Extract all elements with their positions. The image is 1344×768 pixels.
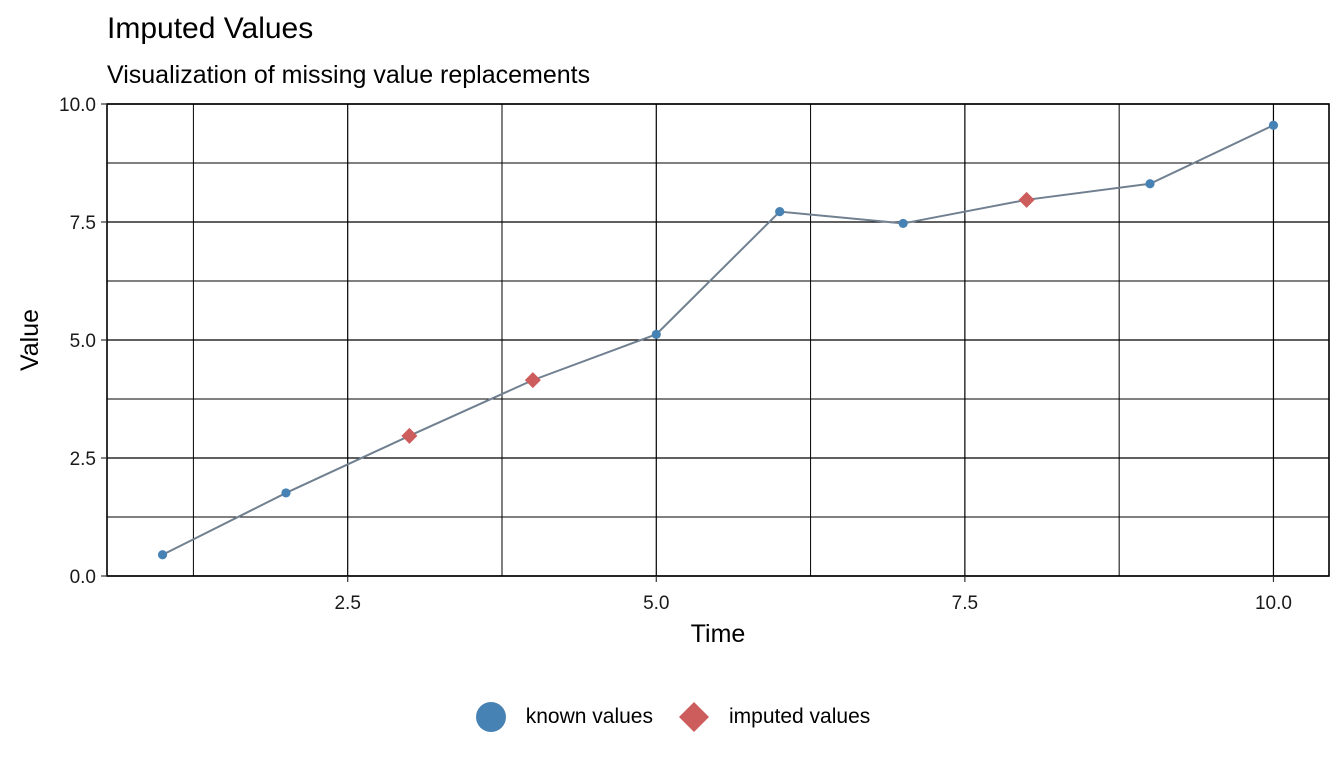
x-tick-label: 10.0	[1255, 593, 1292, 614]
series-line-path	[162, 124, 1274, 556]
y-tick-label: 10.0	[59, 95, 96, 116]
y-tick-label: 2.5	[70, 449, 96, 470]
y-axis-ticks: 0.0 2.5 5.0 7.5 10.0	[59, 95, 107, 588]
x-axis-title: Time	[691, 620, 746, 648]
known-value-point	[775, 207, 785, 217]
legend: known values imputed values	[0, 698, 1344, 736]
chart-subtitle: Visualization of missing value replaceme…	[107, 61, 591, 89]
diamond-marker-icon	[677, 700, 711, 734]
chart-title: Imputed Values	[107, 12, 314, 45]
imputed-value-point	[401, 427, 418, 444]
legend-item-known[interactable]: known values	[474, 700, 653, 734]
legend-label-imputed: imputed values	[729, 705, 871, 728]
y-tick-label: 7.5	[70, 213, 96, 234]
legend-label-known: known values	[525, 705, 653, 728]
x-axis-ticks: 2.5 5.0 7.5 10.0	[334, 576, 1292, 614]
data-points	[157, 120, 1279, 560]
imputed-value-point	[524, 372, 541, 389]
circle-marker-icon	[474, 700, 508, 734]
y-tick-label: 0.0	[70, 567, 96, 588]
known-value-point	[898, 218, 908, 229]
x-tick-label: 5.0	[643, 593, 669, 614]
series-line	[162, 124, 1274, 556]
y-axis-title: Value	[16, 309, 44, 371]
known-value-point	[157, 550, 168, 560]
x-tick-label: 7.5	[952, 593, 978, 614]
known-value-point	[281, 488, 291, 498]
known-value-point	[1268, 120, 1279, 130]
grid-lines	[107, 103, 1329, 577]
known-value-point	[651, 329, 661, 339]
imputed-value-point	[1018, 191, 1035, 208]
known-value-point	[1145, 179, 1155, 189]
y-tick-label: 5.0	[70, 331, 96, 352]
chart-plot: 0.0 2.5 5.0 7.5 10.0 2.5 5.0 7.5 10.0 Time Valu…	[16, 95, 1330, 648]
x-tick-label: 2.5	[334, 593, 360, 614]
legend-item-imputed[interactable]: imputed values	[677, 700, 870, 734]
